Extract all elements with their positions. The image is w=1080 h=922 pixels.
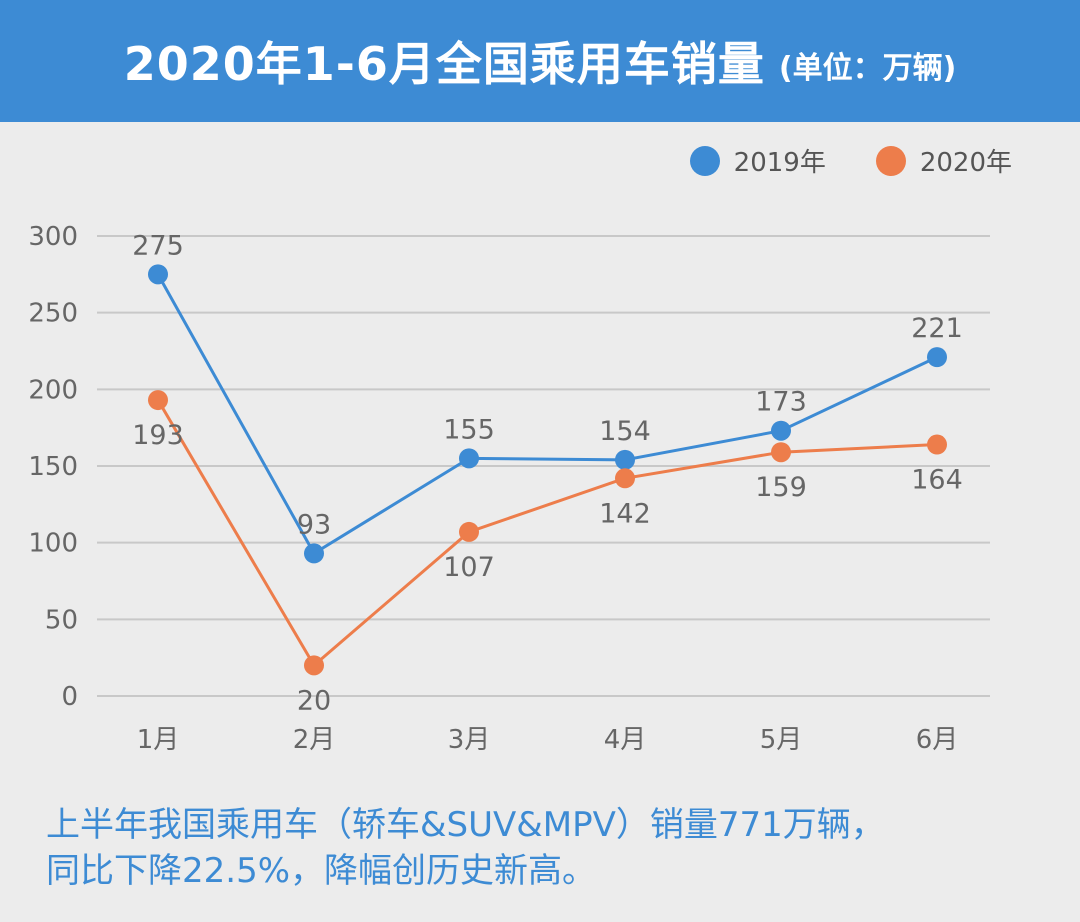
y-tick-label-50: 50 xyxy=(45,605,78,635)
x-tick-label-5: 5月 xyxy=(760,725,803,755)
point-2019-1 xyxy=(148,264,168,285)
series-line-2020 xyxy=(156,399,938,668)
title-banner: 2020年1-6月全国乘用车销量 (单位：万辆) xyxy=(0,0,1080,122)
data-label-2020-3: 107 xyxy=(443,552,495,583)
summary-line-2: 同比下降22.5%，降幅创历史新高。 xyxy=(46,851,597,891)
data-label-2020-2: 20 xyxy=(297,685,331,716)
point-2019-2 xyxy=(304,543,324,564)
summary-line-1: 上半年我国乘用车（轿车&SUV&MPV）销量771万辆， xyxy=(46,805,885,845)
data-label-2020-6: 164 xyxy=(911,465,963,496)
x-tick-label-3: 3月 xyxy=(448,725,491,755)
x-tick-label-6: 6月 xyxy=(916,725,959,755)
data-label-2019-2: 93 xyxy=(297,509,331,540)
point-2020-6 xyxy=(927,434,947,455)
legend-marker-2019 xyxy=(689,145,720,176)
point-2020-5 xyxy=(771,442,791,463)
data-label-2019-3: 155 xyxy=(443,414,495,445)
y-tick-label-300: 300 xyxy=(28,222,78,252)
y-tick-label-100: 100 xyxy=(28,529,78,559)
data-label-2020-1: 193 xyxy=(132,420,184,451)
data-label-2019-4: 154 xyxy=(599,416,651,447)
data-label-2019-6: 221 xyxy=(911,313,963,344)
point-2019-3 xyxy=(459,448,479,469)
point-2020-1 xyxy=(148,390,168,411)
point-2020-4 xyxy=(615,468,635,489)
data-label-2019-1: 275 xyxy=(132,230,184,261)
point-2020-2 xyxy=(304,655,324,676)
legend: 2019年 2020年 xyxy=(689,142,1012,179)
point-2020-3 xyxy=(459,521,479,542)
point-2019-6 xyxy=(927,347,947,368)
unit-label: (单位：万辆) xyxy=(778,51,957,86)
series-line-2019 xyxy=(156,273,938,556)
chart-title: 2020年1-6月全国乘用车销量 xyxy=(123,37,765,91)
y-tick-label-0: 0 xyxy=(61,682,78,712)
legend-item-2020: 2020年 xyxy=(875,142,1012,179)
x-tick-label-2: 2月 xyxy=(293,725,336,755)
summary-text: 上半年我国乘用车（轿车&SUV&MPV）销量771万辆， 同比下降22.5%，降… xyxy=(46,802,1046,894)
y-tick-label-200: 200 xyxy=(28,375,78,405)
data-label-2020-4: 142 xyxy=(599,498,651,529)
point-2019-4 xyxy=(615,449,635,470)
y-tick-label-250: 250 xyxy=(28,299,78,329)
line-chart: 0 50 100 150 200 250 300 1月 2月 3月 4月 5月 6月 275 93 155 15… xyxy=(28,222,990,755)
legend-item-2019: 2019年 xyxy=(689,142,826,179)
y-tick-label-150: 150 xyxy=(28,452,78,482)
data-label-2020-5: 159 xyxy=(755,472,807,503)
x-tick-label-4: 4月 xyxy=(604,725,647,755)
legend-marker-2020 xyxy=(875,145,906,176)
legend-label-2020: 2020年 xyxy=(919,148,1012,178)
data-label-2019-5: 173 xyxy=(755,387,807,418)
point-2019-5 xyxy=(771,420,791,441)
x-tick-label-1: 1月 xyxy=(137,725,180,755)
legend-label-2019: 2019年 xyxy=(733,148,826,178)
